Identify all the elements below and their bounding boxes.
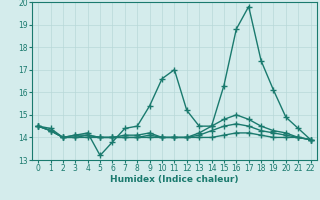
X-axis label: Humidex (Indice chaleur): Humidex (Indice chaleur) — [110, 175, 239, 184]
